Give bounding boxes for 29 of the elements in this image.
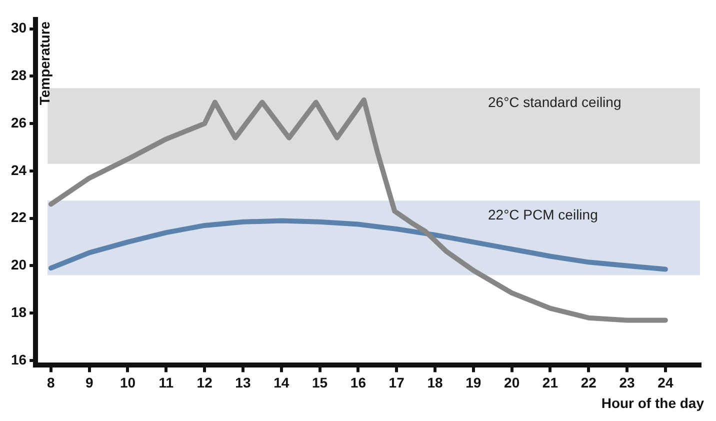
x-tick-label: 10 [120, 374, 136, 390]
y-tick-label: 24 [10, 162, 27, 178]
x-tick-label: 15 [312, 374, 328, 390]
y-tick-label: 22 [10, 209, 27, 226]
x-tick-label: 18 [427, 374, 443, 390]
y-tick-label: 26 [10, 114, 27, 130]
x-tick-label: 8 [47, 374, 56, 390]
x-tick-label: 12 [196, 374, 213, 390]
band-label: 26°C standard ceiling [488, 94, 622, 110]
x-tick-label: 22 [580, 374, 597, 390]
y-axis-title: Temperature [36, 21, 52, 106]
y-tick-label: 20 [10, 256, 27, 273]
x-axis-title: Hour of the day [601, 394, 704, 411]
x-tick-label: 11 [158, 374, 174, 390]
y-tick-label: 28 [10, 67, 27, 84]
x-tick-label: 13 [235, 374, 251, 390]
y-tick-label: 16 [10, 351, 27, 368]
band-label: 22°C PCM ceiling [488, 206, 598, 222]
y-tick-label: 18 [10, 304, 27, 320]
x-tick-label: 17 [388, 374, 405, 390]
x-tick-label: 20 [504, 374, 520, 390]
x-tick-label: 23 [619, 374, 636, 390]
x-tick-label: 9 [85, 374, 94, 390]
x-tick-label: 16 [350, 374, 366, 390]
x-tick-label: 19 [466, 374, 482, 390]
y-tick-label: 30 [10, 20, 27, 36]
x-tick-label: 21 [542, 374, 558, 390]
x-tick-label: 24 [658, 374, 674, 390]
x-tick-label: 14 [274, 374, 290, 390]
